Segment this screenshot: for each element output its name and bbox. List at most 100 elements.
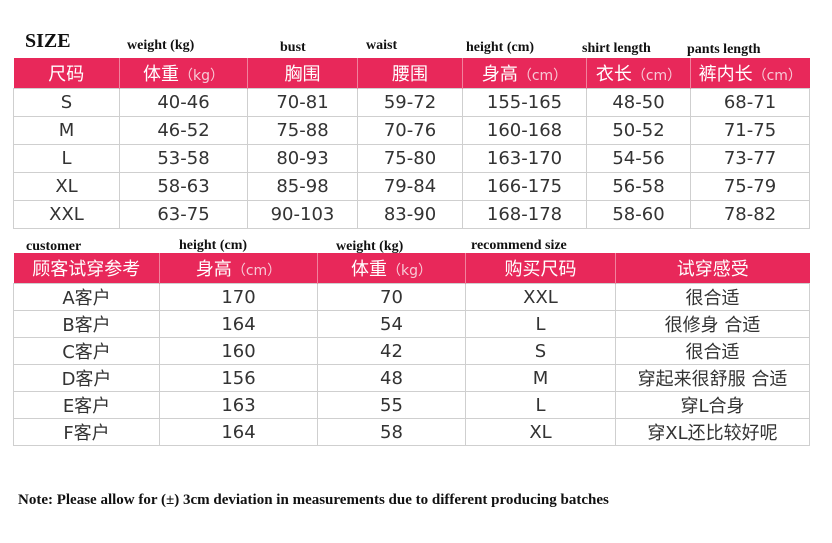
weight-cell: 58-63	[119, 172, 248, 201]
label-waist: waist	[366, 38, 398, 53]
customer-fit-table: 顾客试穿参考 身高（cm） 体重（kg） 购买尺码 试穿感受 A客户 170 70 X…	[13, 253, 810, 446]
header-customer: 顾客试穿参考	[13, 253, 160, 284]
customer-height-cell: 163	[159, 391, 318, 419]
size-row: XXL 63-75 90-103 83-90 168-178 58-60 78-82	[13, 200, 810, 229]
customer-row: C客户 160 42 S 很合适	[13, 337, 810, 365]
customer-header-row: 顾客试穿参考 身高（cm） 体重（kg） 购买尺码 试穿感受	[13, 253, 810, 284]
purchase-size-cell: XL	[465, 418, 616, 446]
height-cell: 160-168	[462, 116, 587, 145]
customer-height-cell: 160	[159, 337, 318, 365]
label-weight: weight (kg)	[127, 38, 195, 53]
fit-feedback-cell: 很合适	[615, 283, 810, 311]
weight-cell: 40-46	[119, 88, 248, 117]
customer-cell: F客户	[13, 418, 160, 446]
bust-cell: 70-81	[247, 88, 358, 117]
height-cell: 166-175	[462, 172, 587, 201]
fit-feedback-cell: 很合适	[615, 337, 810, 365]
size-title: SIZE	[25, 30, 71, 52]
shirt-length-cell: 48-50	[586, 88, 691, 117]
header-bust: 胸围	[247, 58, 358, 89]
purchase-size-cell: M	[465, 364, 616, 392]
pants-length-cell: 75-79	[690, 172, 810, 201]
customer-cell: E客户	[13, 391, 160, 419]
waist-cell: 79-84	[357, 172, 463, 201]
bust-cell: 80-93	[247, 144, 358, 173]
bust-cell: 75-88	[247, 116, 358, 145]
pants-length-cell: 68-71	[690, 88, 810, 117]
label-customer: customer	[26, 239, 82, 254]
customer-cell: B客户	[13, 310, 160, 338]
customer-row: A客户 170 70 XXL 很合适	[13, 283, 810, 311]
shirt-length-cell: 56-58	[586, 172, 691, 201]
fit-feedback-cell: 很修身 合适	[615, 310, 810, 338]
waist-cell: 75-80	[357, 144, 463, 173]
customer-cell: D客户	[13, 364, 160, 392]
bust-cell: 85-98	[247, 172, 358, 201]
customer-weight-cell: 48	[317, 364, 466, 392]
weight-cell: 53-58	[119, 144, 248, 173]
label-bust: bust	[280, 40, 306, 55]
size-row: M 46-52 75-88 70-76 160-168 50-52 71-75	[13, 116, 810, 145]
purchase-size-cell: XXL	[465, 283, 616, 311]
bust-cell: 90-103	[247, 200, 358, 229]
customer-height-cell: 156	[159, 364, 318, 392]
size-header-row: 尺码 体重（kg） 胸围 腰围 身高（cm） 衣长（cm） 裤内长（cm）	[13, 58, 810, 89]
customer-cell: A客户	[13, 283, 160, 311]
weight-cell: 63-75	[119, 200, 248, 229]
purchase-size-cell: L	[465, 310, 616, 338]
label-customer-height: height (cm)	[179, 238, 248, 253]
size-cell: S	[13, 88, 120, 117]
customer-cell: C客户	[13, 337, 160, 365]
waist-cell: 59-72	[357, 88, 463, 117]
size-cell: XXL	[13, 200, 120, 229]
header-weight: 体重（kg）	[119, 58, 248, 89]
pants-length-cell: 71-75	[690, 116, 810, 145]
fit-feedback-cell: 穿起来很舒服 合适	[615, 364, 810, 392]
size-cell: XL	[13, 172, 120, 201]
customer-row: E客户 163 55 L 穿L合身	[13, 391, 810, 419]
header-customer-height: 身高（cm）	[159, 253, 318, 284]
size-row: S 40-46 70-81 59-72 155-165 48-50 68-71	[13, 88, 810, 117]
customer-row: D客户 156 48 M 穿起来很舒服 合适	[13, 364, 810, 392]
purchase-size-cell: S	[465, 337, 616, 365]
header-shirt-length: 衣长（cm）	[586, 58, 691, 89]
height-cell: 163-170	[462, 144, 587, 173]
label-customer-weight: weight (kg)	[336, 239, 404, 254]
shirt-length-cell: 50-52	[586, 116, 691, 145]
customer-weight-cell: 58	[317, 418, 466, 446]
header-customer-weight: 体重（kg）	[317, 253, 466, 284]
header-pants-length: 裤内长（cm）	[690, 58, 810, 89]
customer-weight-cell: 70	[317, 283, 466, 311]
pants-length-cell: 78-82	[690, 200, 810, 229]
shirt-length-cell: 58-60	[586, 200, 691, 229]
weight-cell: 46-52	[119, 116, 248, 145]
customer-height-cell: 164	[159, 310, 318, 338]
label-shirt-length: shirt length	[582, 41, 651, 56]
customer-weight-cell: 54	[317, 310, 466, 338]
waist-cell: 83-90	[357, 200, 463, 229]
customer-weight-cell: 42	[317, 337, 466, 365]
header-size: 尺码	[13, 58, 120, 89]
size-row: L 53-58 80-93 75-80 163-170 54-56 73-77	[13, 144, 810, 173]
label-recommend-size: recommend size	[471, 238, 567, 253]
customer-height-cell: 164	[159, 418, 318, 446]
customer-row: B客户 164 54 L 很修身 合适	[13, 310, 810, 338]
shirt-length-cell: 54-56	[586, 144, 691, 173]
pants-length-cell: 73-77	[690, 144, 810, 173]
label-pants-length: pants length	[687, 42, 761, 57]
size-row: XL 58-63 85-98 79-84 166-175 56-58 75-79	[13, 172, 810, 201]
fit-feedback-cell: 穿XL还比较好呢	[615, 418, 810, 446]
header-waist: 腰围	[357, 58, 463, 89]
header-height: 身高（cm）	[462, 58, 587, 89]
height-cell: 155-165	[462, 88, 587, 117]
waist-cell: 70-76	[357, 116, 463, 145]
customer-row: F客户 164 58 XL 穿XL还比较好呢	[13, 418, 810, 446]
measurement-note: Note: Please allow for (±) 3cm deviation…	[18, 492, 609, 508]
fit-feedback-cell: 穿L合身	[615, 391, 810, 419]
height-cell: 168-178	[462, 200, 587, 229]
size-cell: M	[13, 116, 120, 145]
customer-weight-cell: 55	[317, 391, 466, 419]
size-cell: L	[13, 144, 120, 173]
header-fit-feedback: 试穿感受	[615, 253, 810, 284]
